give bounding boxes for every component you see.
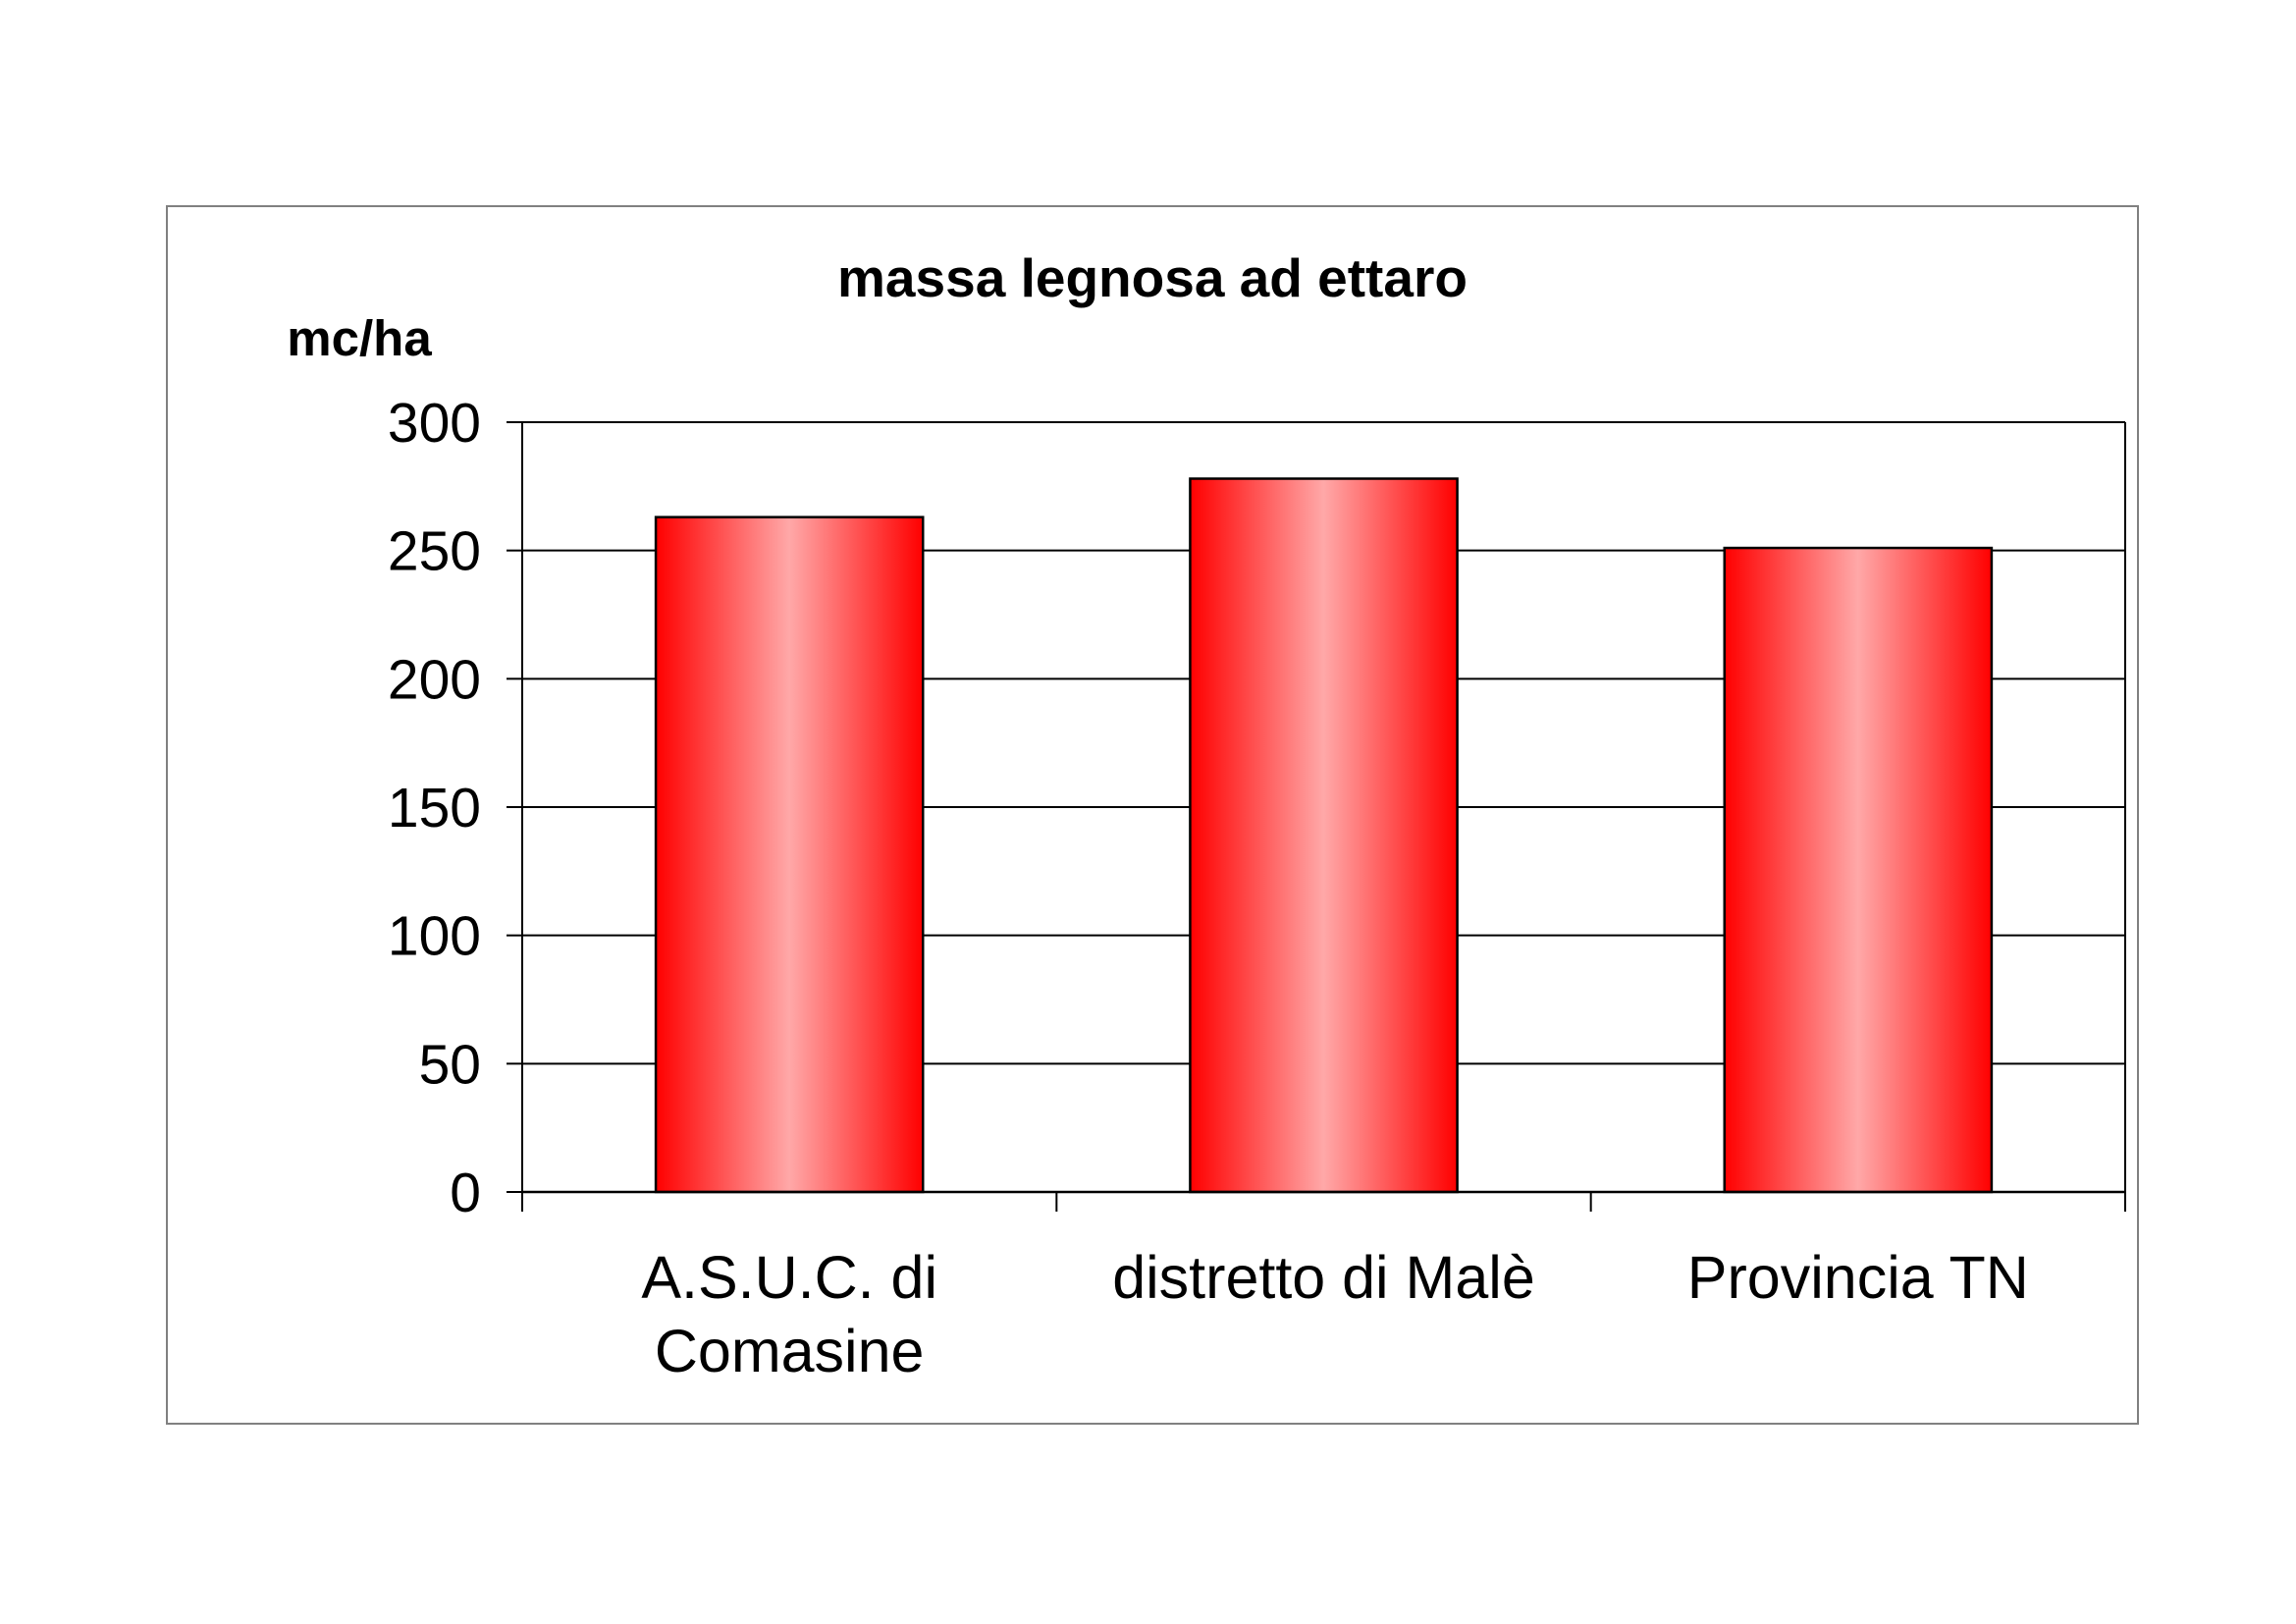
axes [507,421,2126,1212]
y-axis-label: mc/ha [287,310,432,366]
y-tick-label: 0 [450,1162,481,1224]
x-category-label-line: distretto di Malè [1112,1244,1535,1311]
bar [1189,477,1459,1194]
y-tick-label: 100 [388,905,481,968]
y-tick-label: 250 [388,520,481,583]
x-category-label: Provincia TN [1687,1244,2029,1311]
x-category-label: distretto di Malè [1112,1244,1535,1311]
y-tick-label: 300 [388,392,481,455]
x-category-labels: A.S.U.C. di Comasine distretto di Malè Prov… [641,1244,2029,1384]
chart-title: massa legnosa ad ettaro [837,247,1468,308]
x-category-label-line: Comasine [655,1318,925,1384]
y-tick-label: 50 [419,1033,481,1096]
bars [654,477,1994,1194]
x-category-label: A.S.U.C. di Comasine [641,1244,937,1384]
bar [1723,546,1994,1194]
x-category-label-line: Provincia TN [1687,1244,2029,1311]
y-tick-labels: 0 50 100 150 200 250 300 [388,392,481,1224]
y-tick-label: 150 [388,777,481,839]
x-category-label-line: A.S.U.C. di [641,1244,937,1311]
bar [654,515,925,1194]
y-tick-label: 200 [388,648,481,711]
